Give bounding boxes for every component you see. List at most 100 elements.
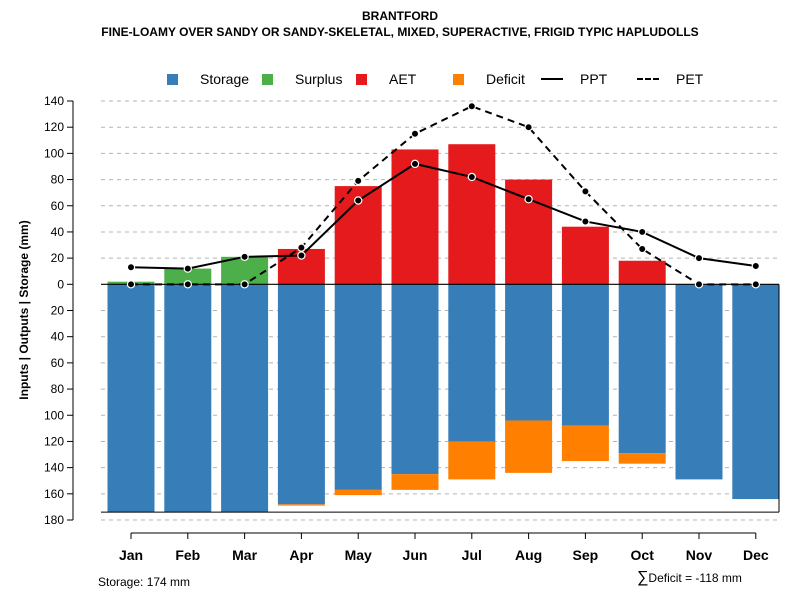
- pet-point-may: [354, 176, 363, 186]
- pet-point-mar: [240, 280, 249, 289]
- deficit-bar-aug: [505, 420, 553, 473]
- legend-item-deficit: Deficit: [453, 69, 525, 89]
- y-tick-label: 140: [44, 94, 64, 108]
- storage-bar-apr: [277, 284, 325, 505]
- deficit-bar-apr: [277, 504, 325, 506]
- ppt-point-nov: [694, 253, 704, 263]
- storage-bar-sep: [561, 284, 609, 426]
- x-tick-label-jan: Jan: [119, 547, 143, 563]
- pet-point-feb: [183, 280, 192, 289]
- deficit-bar-jul: [448, 441, 496, 480]
- legend-swatch-deficit: [453, 73, 464, 85]
- aet-bar-jun: [391, 149, 439, 285]
- y-tick-label: 180: [44, 513, 64, 527]
- y-tick-label: 60: [51, 356, 65, 370]
- deficit-bar-may: [334, 489, 382, 496]
- x-tick-label-mar: Mar: [232, 547, 257, 563]
- x-tick-label-aug: Aug: [515, 547, 542, 563]
- y-tick-label: 80: [51, 173, 65, 187]
- ppt-point-may: [354, 196, 363, 205]
- storage-bar-mar: [221, 284, 269, 513]
- legend-item-storage: Storage: [167, 69, 249, 89]
- pet-point-sep: [581, 187, 590, 196]
- deficit-footnote-text: Deficit = -118 mm: [648, 571, 742, 585]
- ppt-point-oct: [638, 227, 647, 237]
- legend-line-pet: [637, 78, 659, 80]
- y-tick-label: 120: [44, 434, 64, 448]
- legend-line-ppt: [541, 78, 563, 80]
- legend-label-aet: AET: [389, 71, 417, 87]
- pet-point-jul: [467, 102, 476, 111]
- ppt-point-jul: [467, 172, 476, 182]
- y-tick-label: 0: [57, 277, 64, 291]
- x-tick-label-feb: Feb: [175, 547, 200, 563]
- y-tick-label: 40: [51, 330, 65, 344]
- ppt-point-aug: [524, 195, 533, 204]
- deficit-bar-sep: [561, 425, 609, 462]
- storage-bar-oct: [618, 284, 666, 454]
- legend-item-aet: AET: [356, 69, 416, 89]
- ppt-point-jan: [126, 263, 136, 272]
- x-tick-label-jul: Jul: [462, 547, 482, 563]
- ppt-point-mar: [240, 252, 249, 262]
- legend-item-surplus: Surplus: [262, 69, 342, 89]
- x-tick-label-apr: Apr: [289, 547, 314, 563]
- pet-point-aug: [524, 122, 533, 132]
- y-tick-label: 100: [44, 408, 64, 422]
- legend-label-deficit: Deficit: [486, 71, 525, 87]
- x-tick-label-sep: Sep: [573, 547, 599, 563]
- pet-point-apr: [297, 243, 306, 252]
- y-tick-label: 60: [51, 199, 65, 213]
- storage-bar-jul: [448, 284, 496, 442]
- legend-swatch-surplus: [262, 73, 273, 85]
- sum-symbol: ∑: [637, 569, 649, 586]
- aet-bar-sep: [561, 226, 609, 285]
- y-tick-label: 20: [51, 251, 65, 265]
- ppt-point-jun: [410, 159, 420, 169]
- storage-bar-dec: [732, 284, 780, 500]
- x-tick-label-oct: Oct: [631, 547, 655, 563]
- y-tick-label: 20: [51, 304, 65, 318]
- pet-point-oct: [638, 244, 647, 254]
- legend-item-pet: PET: [637, 69, 703, 89]
- ppt-point-apr: [297, 251, 306, 260]
- y-axis-label: Inputs | Outputs | Storage (mm): [17, 220, 31, 399]
- legend-item-ppt: PPT: [541, 69, 607, 89]
- storage-footnote: Storage: 174 mm: [98, 575, 191, 589]
- y-tick-label: 160: [44, 487, 64, 501]
- ppt-line: [130, 162, 756, 270]
- pet-point-nov: [694, 280, 704, 289]
- legend-label-ppt: PPT: [580, 71, 608, 87]
- y-tick-label: 100: [44, 146, 64, 160]
- surplus-bar-feb: [164, 268, 212, 285]
- storage-bar-jun: [391, 284, 439, 475]
- y-tick-label: 80: [51, 382, 65, 396]
- storage-bar-aug: [505, 284, 553, 421]
- storage-bar-jan: [107, 284, 155, 513]
- x-tick-label-may: May: [345, 547, 372, 563]
- legend-swatch-storage: [167, 73, 178, 85]
- pet-point-jan: [126, 280, 136, 289]
- pet-point-dec: [751, 280, 761, 289]
- pet-line: [131, 105, 756, 286]
- storage-bar-nov: [675, 284, 723, 480]
- x-tick-label-dec: Dec: [743, 547, 769, 563]
- x-tick-label-jun: Jun: [403, 547, 428, 563]
- storage-bar-may: [334, 284, 382, 490]
- deficit-bar-oct: [618, 453, 666, 464]
- y-tick-label: 140: [44, 461, 64, 475]
- ppt-point-feb: [183, 264, 192, 273]
- x-tick-label-nov: Nov: [686, 547, 713, 563]
- ppt-point-sep: [581, 217, 590, 226]
- pet-point-jun: [410, 129, 420, 138]
- chart-title: BRANTFORD: [362, 9, 438, 23]
- aet-bar-oct: [618, 260, 666, 285]
- legend-label-pet: PET: [676, 71, 704, 87]
- y-tick-label: 120: [44, 120, 64, 134]
- chart-subtitle: FINE-LOAMY OVER SANDY OR SANDY-SKELETAL,…: [101, 25, 699, 39]
- aet-bar-jul: [448, 144, 496, 285]
- y-tick-label: 40: [51, 225, 65, 239]
- legend: Storage Surplus AET Deficit PPT PET: [0, 69, 800, 89]
